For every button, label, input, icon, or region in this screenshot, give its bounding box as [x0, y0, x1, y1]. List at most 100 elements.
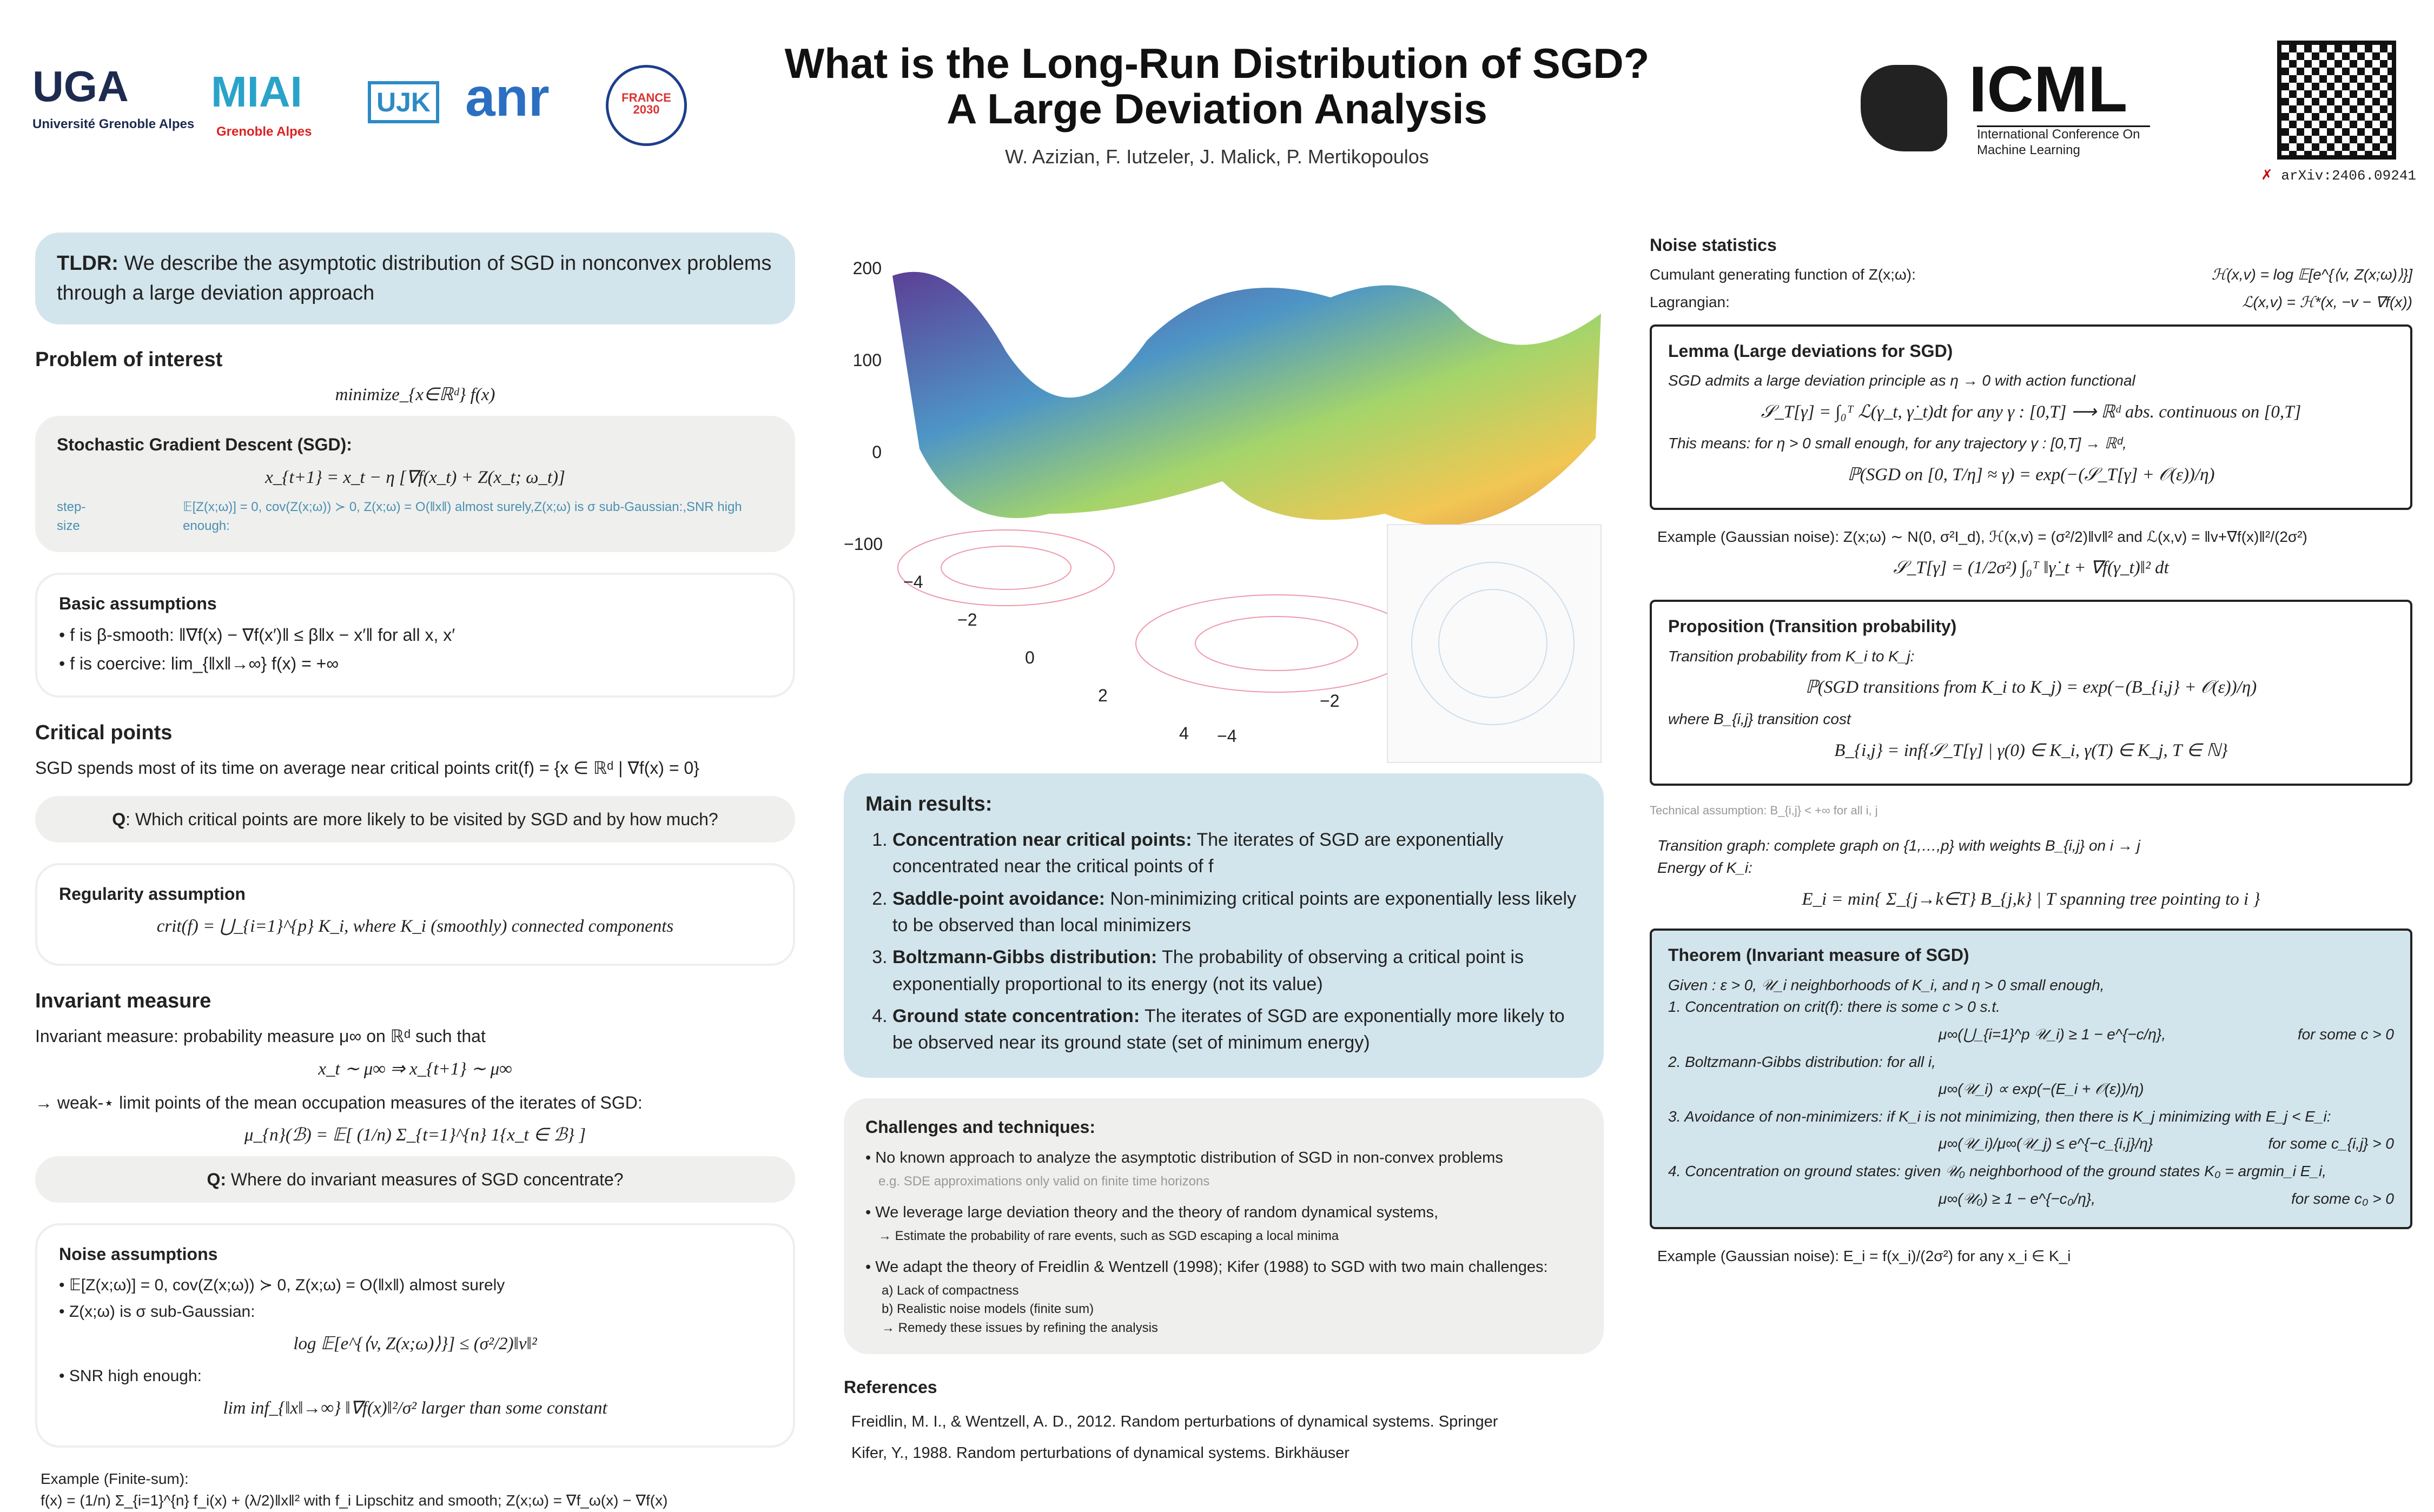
lemma-text: SGD admits a large deviation principle a…: [1668, 372, 2135, 389]
icml-logo-text: International Conference On Machine Lear…: [1977, 125, 2150, 158]
challenges-heading: Challenges and techniques:: [865, 1117, 1095, 1137]
basic-assumptions-box: Basic assumptions f is β-smooth: ‖∇f(x) …: [35, 572, 795, 698]
theorem-item: 4. Concentration on ground states: given…: [1668, 1160, 2394, 1210]
lagrangian-label: Lagrangian:: [1650, 293, 1730, 310]
cgf-math: ℋ(x,v) = log 𝔼[e^{⟨v, Z(x;ω)⟩}]: [2211, 266, 2412, 283]
challenge-1-sub: e.g. SDE approximations only valid on fi…: [878, 1173, 1210, 1189]
y-tick: −4: [1217, 726, 1237, 746]
arxiv-icon: ✗: [2261, 168, 2281, 184]
noise-math-2: lim inf_{‖x‖→∞} ‖∇f(x)‖²/σ² larger than …: [223, 1398, 607, 1418]
theorem-given: Given : ε > 0, 𝒰_i neighborhoods of K_i,…: [1668, 976, 2105, 993]
theorem-item-text: 1. Concentration on crit(f): there is so…: [1668, 998, 2000, 1016]
example-label: Example (Finite-sum):: [41, 1470, 189, 1487]
result-text: Non-minimizing critical points are expon…: [892, 888, 1577, 936]
energy-label: Energy of K_i:: [1657, 859, 1752, 877]
invariant-text-2: → weak-⋆ limit points of the mean occupa…: [35, 1092, 643, 1112]
references-heading: References: [844, 1377, 937, 1397]
problem-heading: Problem of interest: [35, 348, 223, 372]
theorem-item-math: μ∞(𝒰_i) ∝ exp(−(E_i + 𝒪(ε))/η): [1939, 1080, 2144, 1098]
result-title: Saddle-point avoidance:: [892, 888, 1105, 909]
noise-heading: Noise assumptions: [59, 1244, 218, 1264]
example-finite-sum: f(x) = (1/n) Σ_{i=1}^{n} f_i(x) + (λ/2)‖…: [41, 1492, 668, 1509]
theorem-item-text: 4. Concentration on ground states: given…: [1668, 1163, 2327, 1180]
sgd-math: x_{t+1} = x_t − η [∇f(x_t) + Z(x_t; ω_t)…: [265, 467, 565, 487]
tldr-text: We describe the asymptotic distribution …: [57, 252, 772, 305]
theorem-item-cond: for some c₀ > 0: [2291, 1190, 2394, 1207]
arxiv-id[interactable]: ✗ arXiv:2406.09241: [2261, 168, 2416, 184]
theorem-box: Theorem (Invariant measure of SGD) Given…: [1650, 929, 2412, 1230]
lemma-math: 𝒮_T[γ] = ∫₀ᵀ ℒ(γ_t, γ̇_t)dt for any γ : …: [1761, 402, 2301, 422]
challenges-box: Challenges and techniques: No known appr…: [844, 1098, 1604, 1354]
theorem-item-math: μ∞(𝒰_i)/μ∞(𝒰_j) ≤ e^{−c_{i,j}/η}: [1939, 1135, 2153, 1152]
cgf-label: Cumulant generating function of Z(x;ω):: [1650, 266, 1916, 283]
theorem-item-math: μ∞(⋃_{i=1}^p 𝒰_i) ≥ 1 − e^{−c/η},: [1939, 1026, 2166, 1043]
invariant-math: x_t ∼ μ∞ ⇒ x_{t+1} ∼ μ∞: [318, 1059, 512, 1079]
proposition-text-2: where B_{i,j} transition cost: [1668, 711, 1851, 728]
technical-assumption: Technical assumption: B_{i,j} < +∞ for a…: [1650, 803, 1878, 817]
challenge-3-sub: b) Realistic noise models (finite sum): [882, 1302, 1094, 1317]
energy-math: E_i = min{ Σ_{j→k∈T} B_{j,k} | T spannin…: [1802, 889, 2260, 909]
challenge-1: No known approach to analyze the asympto…: [865, 1146, 1582, 1169]
surface-plot: [892, 271, 1602, 763]
title-line-2: A Large Deviation Analysis: [947, 85, 1487, 133]
noise-stats-heading: Noise statistics: [1650, 235, 1777, 255]
uga-logo: UGA: [32, 62, 129, 110]
result-text: The iterates of SGD are exponentially mo…: [892, 1005, 1565, 1053]
proposition-title: Proposition (Transition probability): [1668, 616, 1957, 636]
z-tick: 0: [872, 442, 882, 462]
result-text: The probability of observing a critical …: [892, 947, 1524, 994]
question-2: Q: Where do invariant measures of SGD co…: [35, 1156, 795, 1203]
theorem-item: 3. Avoidance of non-minimizers: if K_i i…: [1668, 1106, 2394, 1155]
reference-2: Kifer, Y., 1988. Random perturbations of…: [851, 1444, 1350, 1462]
z-tick: −100: [844, 534, 883, 554]
result-3: Boltzmann-Gibbs distribution: The probab…: [892, 944, 1582, 998]
q1-text: : Which critical points are more likely …: [125, 809, 718, 829]
main-results-heading: Main results:: [865, 793, 993, 815]
lemma-text-2: This means: for η > 0 small enough, for …: [1668, 435, 2127, 452]
regularity-heading: Regularity assumption: [59, 884, 246, 904]
sgd-heading: Stochastic Gradient Descent (SGD):: [57, 435, 352, 455]
france-2030-logo: FRANCE 2030: [606, 65, 687, 146]
x-tick: −4: [903, 572, 923, 592]
proposition-math-2: B_{i,j} = inf{𝒮_T[γ] | γ(0) ∈ K_i, γ(T) …: [1834, 740, 2228, 760]
noise-math-1: log 𝔼[e^{⟨v, Z(x;ω)⟩}] ≤ (σ²/2)‖v‖²: [293, 1334, 537, 1354]
noise-label: 𝔼[Z(x;ω)] = 0, cov(Z(x;ω)) ≻ 0, Z(x;ω) =…: [183, 500, 742, 534]
result-4: Ground state concentration: The iterates…: [892, 1003, 1582, 1057]
x-tick: 2: [1098, 686, 1108, 705]
z-tick: 100: [852, 350, 882, 370]
miai-logo-text: Grenoble Alpes: [216, 124, 312, 139]
theorem-item-text: 2. Boltzmann-Gibbs distribution: for all…: [1668, 1053, 1936, 1070]
transition-graph: Transition graph: complete graph on {1,……: [1657, 837, 2140, 854]
x-tick: 4: [1179, 724, 1189, 743]
ujk-logo: UJK: [368, 81, 440, 123]
uga-logo-text: Université Grenoble Alpes: [32, 117, 195, 131]
theorem-item-cond: for some c_{i,j} > 0: [2268, 1135, 2394, 1152]
regularity-math: crit(f) = ⋃_{i=1}^{p} K_i, where K_i (sm…: [156, 917, 674, 937]
challenge-3-sub: → Remedy these issues by refining the an…: [882, 1321, 1158, 1336]
gaussian-example: Example (Gaussian noise): Z(x;ω) ∼ N(0, …: [1657, 528, 2307, 545]
arxiv-link[interactable]: arXiv:2406.09241: [2281, 168, 2417, 184]
icml-head-logo: [1861, 65, 1947, 151]
theorem-item: 2. Boltzmann-Gibbs distribution: for all…: [1668, 1051, 2394, 1100]
surface: [892, 271, 1601, 526]
theorem-item-math: μ∞(𝒰₀) ≥ 1 − e^{−c₀/η},: [1939, 1190, 2096, 1207]
tldr-box: TLDR: We describe the asymptotic distrib…: [35, 233, 795, 325]
q1-label: Q: [112, 809, 126, 829]
theorem-title: Theorem (Invariant measure of SGD): [1668, 945, 1969, 965]
anr-logo: anr: [465, 67, 550, 128]
assumption-coercive: f is coercive: lim_{‖x‖→∞} f(x) = +∞: [59, 651, 771, 676]
step-size-label: step-size: [57, 500, 86, 534]
reference-1: Freidlin, M. I., & Wentzell, A. D., 2012…: [851, 1413, 1498, 1431]
left-column: TLDR: We describe the asymptotic distrib…: [35, 233, 795, 1512]
result-title: Ground state concentration:: [892, 1005, 1140, 1026]
result-1: Concentration near critical points: The …: [892, 827, 1582, 880]
icml-logo: ICML: [1969, 53, 2128, 125]
proposition-text: Transition probability from K_i to K_j:: [1668, 647, 1915, 665]
gaussian-math: 𝒮_T[γ] = (1/2σ²) ∫₀ᵀ ‖γ̇_t + ∇f(γ_t)‖² d…: [1893, 558, 2169, 578]
qr-code[interactable]: [2277, 41, 2396, 160]
title-line-1: What is the Long-Run Distribution of SGD…: [784, 39, 1650, 87]
contour-inset: [1387, 524, 1602, 763]
problem-math: minimize_{x∈ℝᵈ} f(x): [335, 385, 495, 405]
critical-points-heading: Critical points: [35, 721, 173, 745]
poster-title: What is the Long-Run Distribution of SGD…: [703, 39, 1731, 133]
